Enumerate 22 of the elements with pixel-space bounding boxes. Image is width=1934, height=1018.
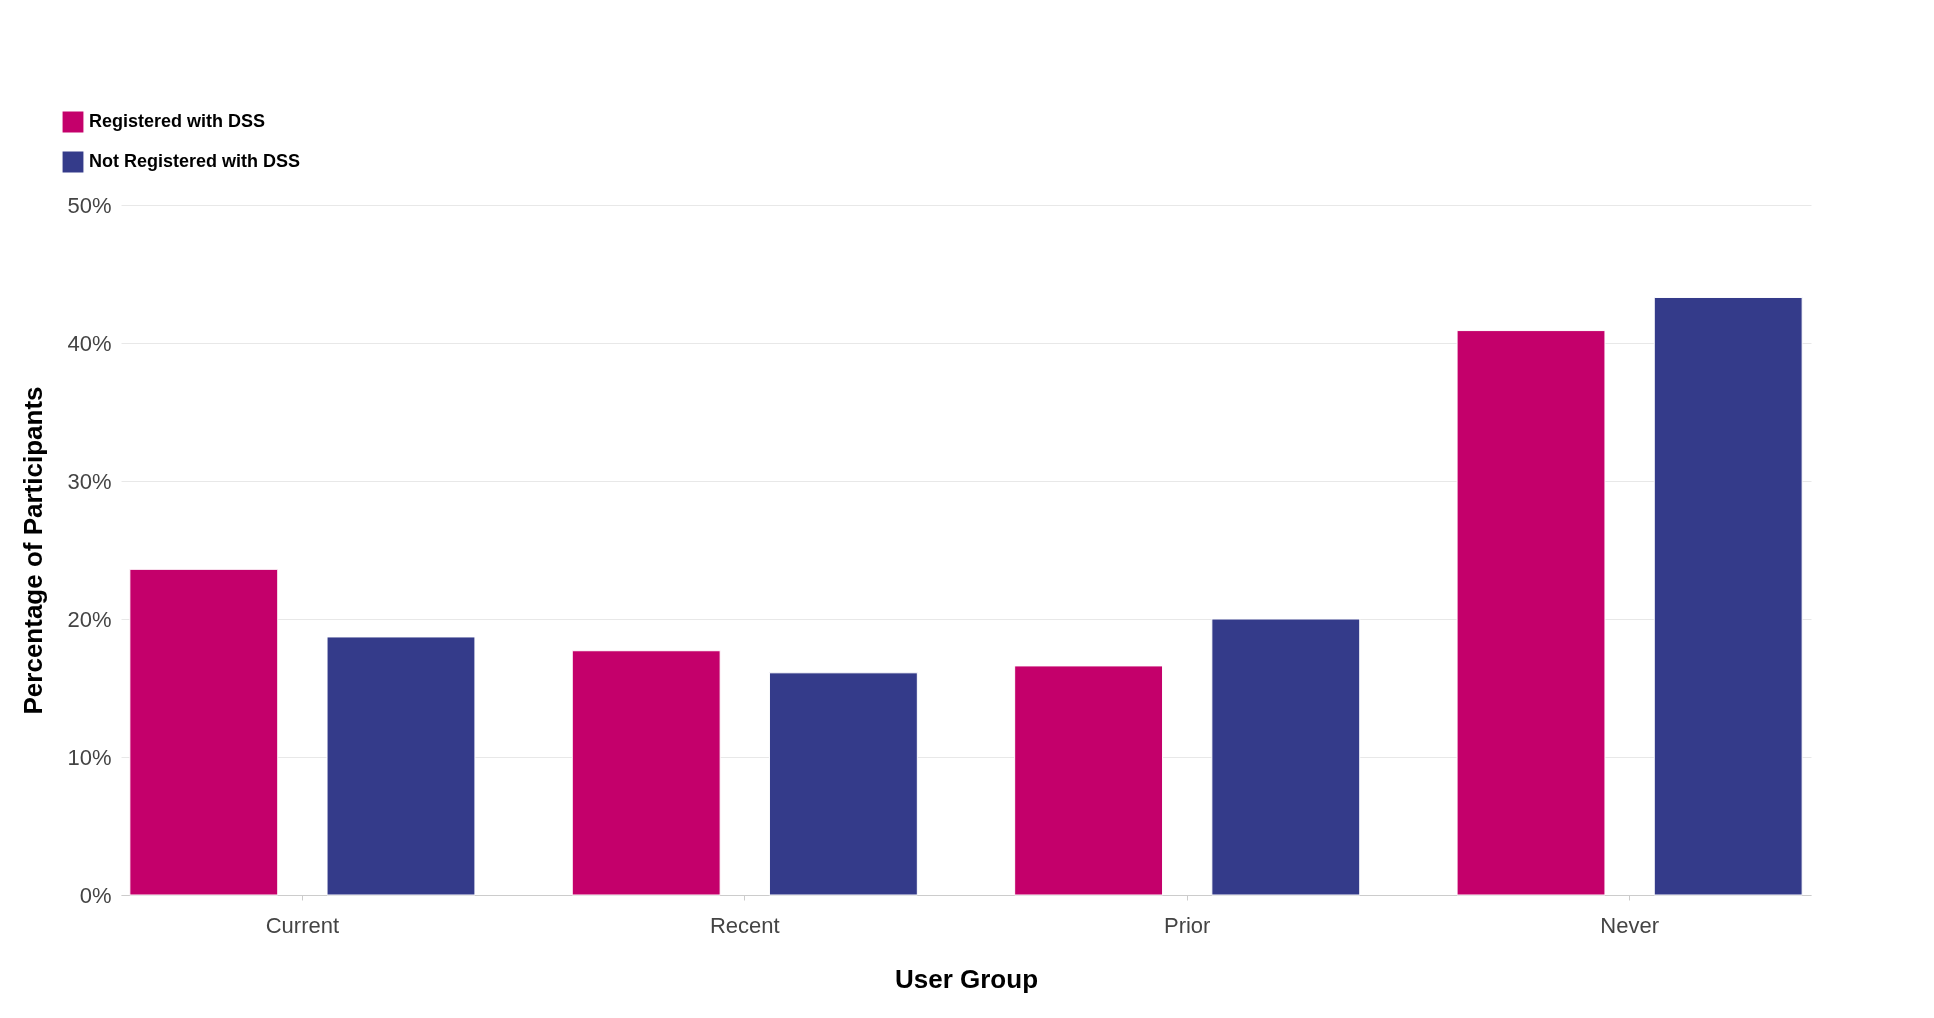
x-tick-label: Never xyxy=(1600,912,1659,938)
x-tick-label: Prior xyxy=(1163,912,1211,938)
legend-label: Registered with DSS xyxy=(89,111,266,131)
y-tick-label: 20% xyxy=(67,606,112,632)
x-tick-label: Current xyxy=(265,912,340,938)
bar xyxy=(326,636,476,896)
bar xyxy=(129,568,279,896)
y-tick-label: 0% xyxy=(79,882,112,908)
y-tick-label: 30% xyxy=(67,468,112,494)
y-tick-label: 10% xyxy=(67,744,112,770)
bar xyxy=(1211,618,1361,896)
bar xyxy=(1653,296,1803,896)
y-tick-label: 40% xyxy=(67,330,112,356)
bar xyxy=(768,672,918,896)
legend-label: Not Registered with DSS xyxy=(89,151,301,171)
bar xyxy=(1456,330,1606,896)
y-axis-title: Percentage of Participants xyxy=(18,386,49,715)
x-tick-label: Recent xyxy=(709,912,780,938)
x-axis-title: User Group xyxy=(894,963,1039,994)
bar xyxy=(571,650,721,896)
bar xyxy=(1014,665,1164,896)
y-tick-label: 50% xyxy=(67,192,112,218)
